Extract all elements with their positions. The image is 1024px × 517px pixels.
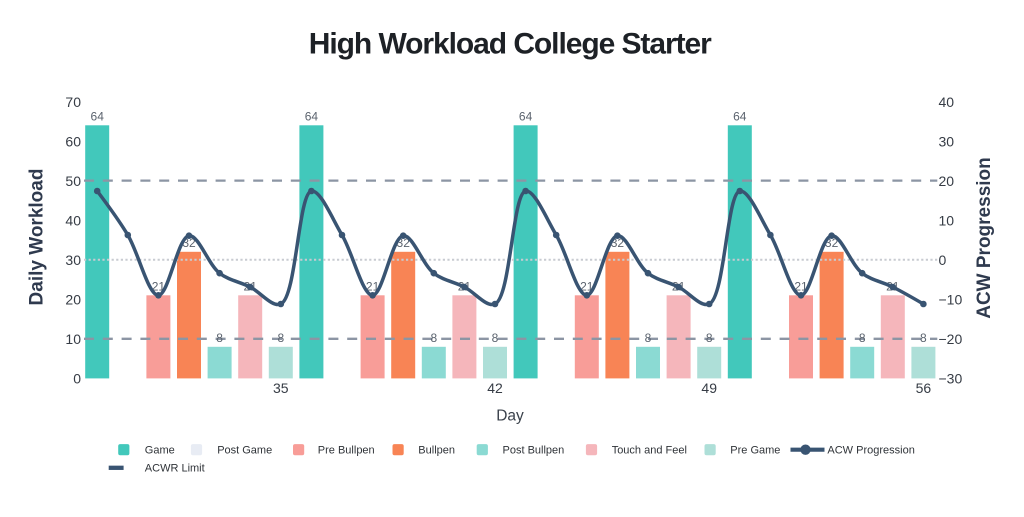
svg-text:0: 0 xyxy=(73,371,81,387)
svg-text:8: 8 xyxy=(277,331,284,345)
svg-text:Bullpen: Bullpen xyxy=(418,444,455,456)
svg-text:56: 56 xyxy=(916,380,932,396)
svg-text:Post Game: Post Game xyxy=(217,444,272,456)
svg-text:20: 20 xyxy=(65,292,81,308)
svg-text:Daily Workload: Daily Workload xyxy=(27,169,48,306)
svg-text:64: 64 xyxy=(733,110,747,124)
svg-text:High Workload College Starter: High Workload College Starter xyxy=(309,28,712,61)
svg-text:Post Bullpen: Post Bullpen xyxy=(503,444,565,456)
svg-text:−30: −30 xyxy=(939,371,963,387)
svg-text:42: 42 xyxy=(487,380,503,396)
svg-text:40: 40 xyxy=(939,94,955,110)
svg-text:8: 8 xyxy=(645,331,652,345)
svg-text:−10: −10 xyxy=(939,292,963,308)
svg-text:0: 0 xyxy=(939,252,947,268)
svg-text:10: 10 xyxy=(939,213,955,229)
svg-text:Pre Game: Pre Game xyxy=(730,444,780,456)
svg-text:35: 35 xyxy=(273,380,289,396)
svg-text:64: 64 xyxy=(519,110,533,124)
svg-text:64: 64 xyxy=(91,110,105,124)
svg-text:30: 30 xyxy=(939,133,955,149)
svg-text:Touch and Feel: Touch and Feel xyxy=(612,444,687,456)
svg-text:10: 10 xyxy=(65,331,81,347)
svg-text:Pre Bullpen: Pre Bullpen xyxy=(318,444,375,456)
svg-text:−20: −20 xyxy=(939,331,963,347)
svg-text:8: 8 xyxy=(706,331,713,345)
svg-text:49: 49 xyxy=(701,380,717,396)
svg-text:8: 8 xyxy=(492,331,499,345)
svg-text:ACWR Limit: ACWR Limit xyxy=(145,463,205,475)
svg-text:ACW Progression: ACW Progression xyxy=(974,157,995,319)
svg-text:70: 70 xyxy=(65,94,81,110)
svg-text:8: 8 xyxy=(430,331,437,345)
svg-text:Game: Game xyxy=(145,444,175,456)
svg-text:64: 64 xyxy=(305,110,319,124)
svg-text:8: 8 xyxy=(216,331,223,345)
svg-text:60: 60 xyxy=(65,133,81,149)
svg-text:8: 8 xyxy=(859,331,866,345)
svg-text:8: 8 xyxy=(920,331,927,345)
svg-text:Day: Day xyxy=(496,407,524,424)
svg-text:20: 20 xyxy=(939,173,955,189)
svg-text:50: 50 xyxy=(65,173,81,189)
svg-text:ACW Progression: ACW Progression xyxy=(827,444,914,456)
svg-text:30: 30 xyxy=(65,252,81,268)
svg-text:40: 40 xyxy=(65,213,81,229)
